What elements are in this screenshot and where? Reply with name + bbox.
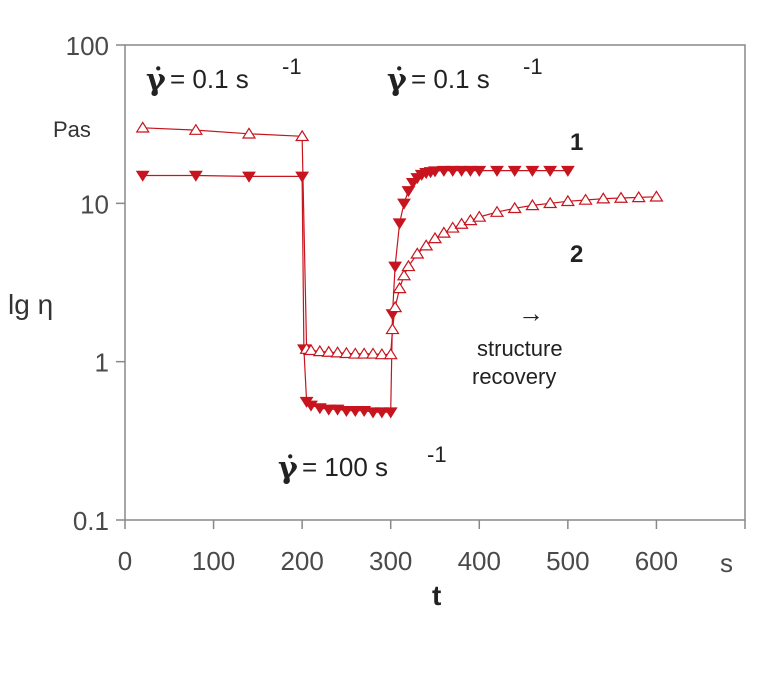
- svg-text:= 0.1 s: = 0.1 s: [411, 64, 490, 94]
- data-point: [374, 347, 389, 360]
- data-point: [454, 165, 469, 177]
- data-point: [330, 346, 345, 358]
- data-point: [339, 406, 354, 418]
- data-point: [472, 165, 487, 177]
- data-point: [383, 407, 398, 419]
- svg-text:γ̇: γ̇: [146, 63, 166, 98]
- data-point: [357, 347, 372, 359]
- data-point: [339, 346, 354, 359]
- data-point: [392, 281, 407, 294]
- y-tick-label: 100: [66, 31, 109, 61]
- y-tick-label: 0.1: [73, 506, 109, 536]
- plot-border: [124, 44, 746, 521]
- data-point: [388, 300, 403, 313]
- data-point: [135, 170, 150, 182]
- plot-frame: [124, 44, 746, 521]
- data-point: [445, 165, 460, 177]
- data-point: [374, 407, 389, 419]
- recovery-label-line2: recovery: [472, 364, 556, 389]
- data-point: [578, 193, 593, 205]
- svg-text:= 100 s: = 100 s: [302, 452, 388, 482]
- data-point: [463, 165, 478, 177]
- x-tick-label: 200: [280, 546, 323, 576]
- data-point: [135, 121, 150, 133]
- y-unit-label: Pas: [53, 117, 91, 142]
- data-point: [560, 194, 575, 207]
- data-point: [383, 347, 398, 360]
- data-point: [242, 171, 256, 183]
- series-2: [135, 121, 664, 360]
- data-point: [388, 261, 403, 273]
- y-tick-label: 1: [95, 348, 109, 378]
- x-tick-label: 0: [118, 546, 132, 576]
- series-2-label: 2: [570, 241, 583, 268]
- data-point: [489, 205, 505, 217]
- data-point: [428, 166, 442, 178]
- x-axis-label: t: [432, 580, 441, 611]
- data-point: [365, 347, 381, 359]
- data-point: [321, 345, 336, 357]
- svg-text:-1: -1: [282, 54, 302, 79]
- data-point: [649, 190, 664, 202]
- data-point: [613, 191, 629, 203]
- data-point: [427, 231, 443, 244]
- data-point: [321, 404, 336, 416]
- data-point: [396, 268, 412, 281]
- svg-text:γ̇: γ̇: [387, 63, 407, 98]
- y-axis-label: lg η: [8, 289, 53, 320]
- data-point: [525, 198, 540, 211]
- data-point: [596, 192, 611, 204]
- data-point: [490, 165, 504, 177]
- data-point: [410, 247, 425, 259]
- recovery-label-line1: structure: [477, 336, 563, 361]
- data-point: [295, 129, 310, 142]
- data-point: [463, 213, 478, 226]
- data-point: [303, 343, 319, 356]
- data-point: [312, 344, 327, 357]
- x-tick-label: 500: [546, 546, 589, 576]
- svg-text:-1: -1: [427, 442, 447, 467]
- x-axis-ticks: 0 100 200 300 400 500 600: [118, 520, 746, 576]
- data-point: [507, 201, 522, 214]
- data-point: [385, 322, 400, 335]
- x-tick-label: 100: [192, 546, 235, 576]
- data-point: [188, 170, 203, 182]
- svg-text:= 0.1 s: = 0.1 s: [170, 64, 249, 94]
- data-point: [543, 196, 558, 209]
- data-point: [366, 407, 380, 419]
- series-group: [135, 121, 664, 419]
- data-point: [295, 171, 310, 183]
- svg-text:-1: -1: [523, 54, 543, 79]
- data-point: [401, 186, 416, 198]
- data-point: [507, 165, 522, 177]
- annotation-shear-rate-high: γ̇ = 100 s -1: [278, 442, 447, 486]
- x-tick-label: 300: [369, 546, 412, 576]
- data-point: [188, 123, 203, 135]
- x-unit-label: s: [720, 548, 733, 578]
- data-point: [401, 259, 416, 272]
- data-point: [348, 347, 363, 359]
- x-tick-label: 400: [458, 546, 501, 576]
- data-point: [436, 165, 451, 177]
- x-tick-label: 600: [635, 546, 678, 576]
- annotation-shear-rate-low-2: γ̇ = 0.1 s -1: [387, 54, 543, 98]
- data-point: [397, 198, 411, 210]
- data-point: [419, 239, 434, 251]
- data-point: [543, 165, 558, 177]
- annotation-shear-rate-low-1: γ̇ = 0.1 s -1: [146, 54, 302, 98]
- data-point: [472, 210, 487, 222]
- data-point: [348, 406, 363, 418]
- data-point: [560, 165, 575, 177]
- y-axis-ticks: 0.1 1 10 100: [66, 31, 125, 536]
- svg-text:γ̇: γ̇: [278, 451, 298, 486]
- recovery-arrow: →: [518, 298, 544, 328]
- y-tick-label: 10: [80, 189, 109, 219]
- data-point: [525, 165, 540, 177]
- data-point: [241, 127, 257, 139]
- data-point: [392, 218, 407, 230]
- data-point: [631, 190, 646, 203]
- series-1-label: 1: [570, 129, 583, 156]
